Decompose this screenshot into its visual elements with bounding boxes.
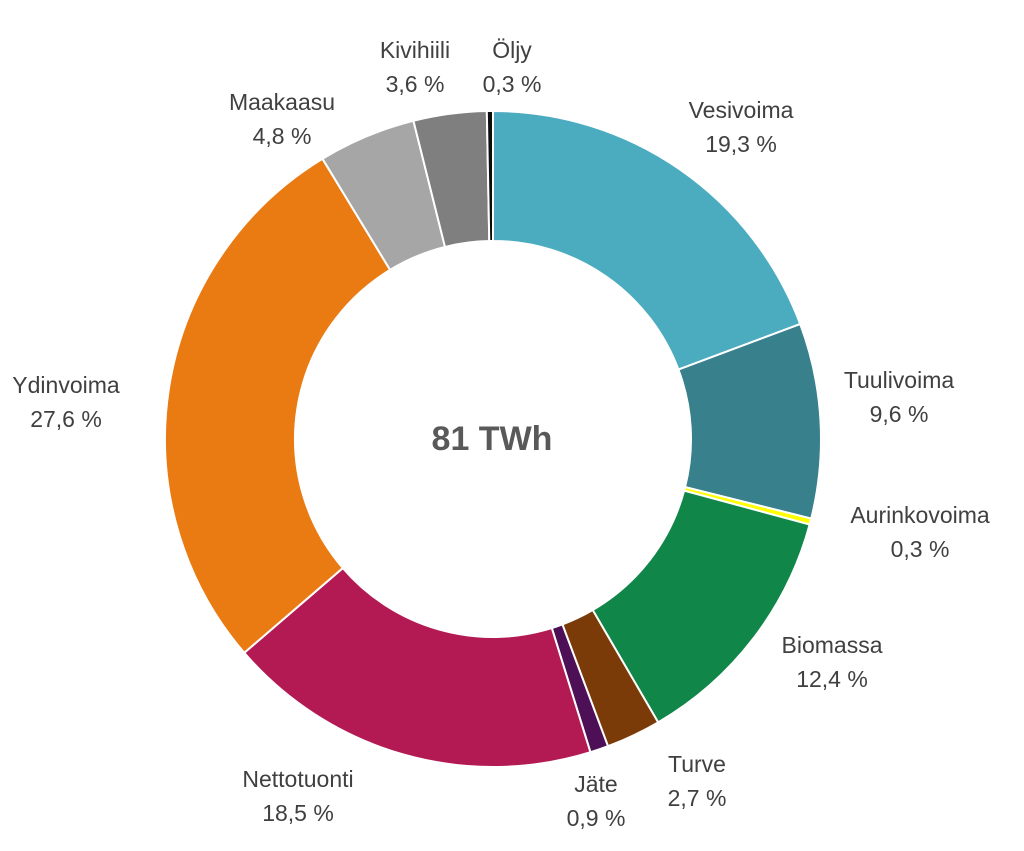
slice-labels: Vesivoima 19,3 % Tuulivoima 9,6 % Aurinkovoi… xyxy=(12,37,990,831)
slice-value-label: 9,6 % xyxy=(870,401,929,427)
slice-nettotuonti xyxy=(242,566,592,768)
slice-value-label: 0,9 % xyxy=(567,805,626,831)
slice-value-label: 18,5 % xyxy=(262,800,334,826)
slice-value-label: 27,6 % xyxy=(30,406,102,432)
slice-value-label: 0,3 % xyxy=(891,536,950,562)
slice-öljy xyxy=(485,109,494,243)
slice-ydinvoima xyxy=(164,157,392,655)
center-total-label: 81 TWh xyxy=(432,420,553,458)
slice-value-label: 2,7 % xyxy=(668,785,727,811)
slice-name-label: Nettotuonti xyxy=(242,766,353,792)
slice-value-label: 4,8 % xyxy=(253,123,312,149)
slice-value-label: 19,3 % xyxy=(705,131,777,157)
slice-name-label: Maakaasu xyxy=(229,89,335,115)
slice-name-label: Biomassa xyxy=(782,632,883,658)
slice-name-label: Aurinkovoima xyxy=(850,502,990,528)
slice-name-label: Öljy xyxy=(492,37,532,63)
slice-name-label: Turve xyxy=(668,751,726,777)
slice-value-label: 3,6 % xyxy=(386,71,445,97)
slice-name-label: Tuulivoima xyxy=(844,367,955,393)
slice-name-label: Kivihiili xyxy=(380,37,450,63)
slices xyxy=(164,109,822,768)
slice-name-label: Ydinvoima xyxy=(12,372,120,398)
slice-name-label: Vesivoima xyxy=(689,97,794,123)
slice-name-label: Jäte xyxy=(574,771,617,797)
slice-vesivoima xyxy=(492,109,802,371)
slice-value-label: 12,4 % xyxy=(796,666,868,692)
slice-value-label: 0,3 % xyxy=(483,71,542,97)
